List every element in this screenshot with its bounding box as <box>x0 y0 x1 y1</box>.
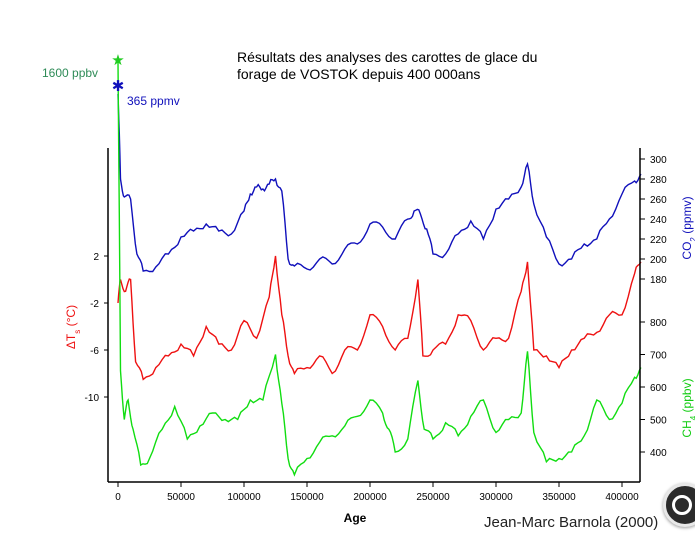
co2-tick-label: 220 <box>650 235 667 246</box>
ch4-axis-label: CH4 (ppbv) <box>680 378 695 437</box>
x-axis-label: Age <box>344 511 367 525</box>
x-tick-label: 0 <box>115 492 121 503</box>
ch4-tick-label: 600 <box>650 383 667 394</box>
plot-area <box>117 61 642 477</box>
x-tick-label: 250000 <box>416 492 450 503</box>
ch4-tick-label: 400 <box>650 448 667 459</box>
lens-icon-circle <box>672 495 692 515</box>
annotations: ★ ✱ 1600 ppbv 365 ppmv <box>42 52 180 108</box>
x-tick-label: 400000 <box>605 492 639 503</box>
co2-tick-label: 240 <box>650 215 667 226</box>
ch4-tick-label: 700 <box>650 351 667 362</box>
axes <box>107 148 641 483</box>
ch4-tick-label: 800 <box>650 318 667 329</box>
x-tick-label: 50000 <box>167 492 195 503</box>
ch4-tick-label: 500 <box>650 416 667 427</box>
lens-icon[interactable] <box>663 483 695 527</box>
series-line-co2 <box>117 93 642 273</box>
x-tick-label: 100000 <box>227 492 261 503</box>
co2-tick-label: 260 <box>650 195 667 206</box>
co2-tick-label: 200 <box>650 255 667 266</box>
ticks: 0 50000 100000 150000 200000 250000 300000 3500… <box>85 155 668 503</box>
x-tick-label: 150000 <box>290 492 324 503</box>
co2-peak-label: 365 ppmv <box>127 94 180 108</box>
co2-tick-label: 280 <box>650 175 667 186</box>
co2-tick-label: 180 <box>650 275 667 286</box>
ch4-peak-label: 1600 ppbv <box>42 66 98 80</box>
temp-tick-label: -2 <box>90 299 99 310</box>
x-tick-label: 300000 <box>479 492 513 503</box>
ch4-peak-marker: ★ <box>111 52 124 69</box>
series-line-ch4 <box>117 61 642 477</box>
temp-tick-label: 2 <box>93 252 99 263</box>
x-tick-label: 200000 <box>353 492 387 503</box>
chart-title-line-1: Résultats des analyses des carottes de g… <box>237 49 537 65</box>
temp-tick-label: -6 <box>90 346 99 357</box>
co2-peak-marker: ✱ <box>112 78 125 95</box>
chart-title-line-2: forage de VOSTOK depuis 400 000ans <box>237 66 480 82</box>
co2-axis-label: CO2 (ppmv) <box>680 196 695 259</box>
left-axis-label: ΔTs (°C) <box>64 305 82 349</box>
x-tick-label: 350000 <box>542 492 576 503</box>
credit-label: Jean-Marc Barnola (2000) <box>484 514 658 531</box>
series-line-temperature <box>117 255 642 381</box>
co2-tick-label: 300 <box>650 155 667 166</box>
temp-tick-label: -10 <box>85 393 100 404</box>
